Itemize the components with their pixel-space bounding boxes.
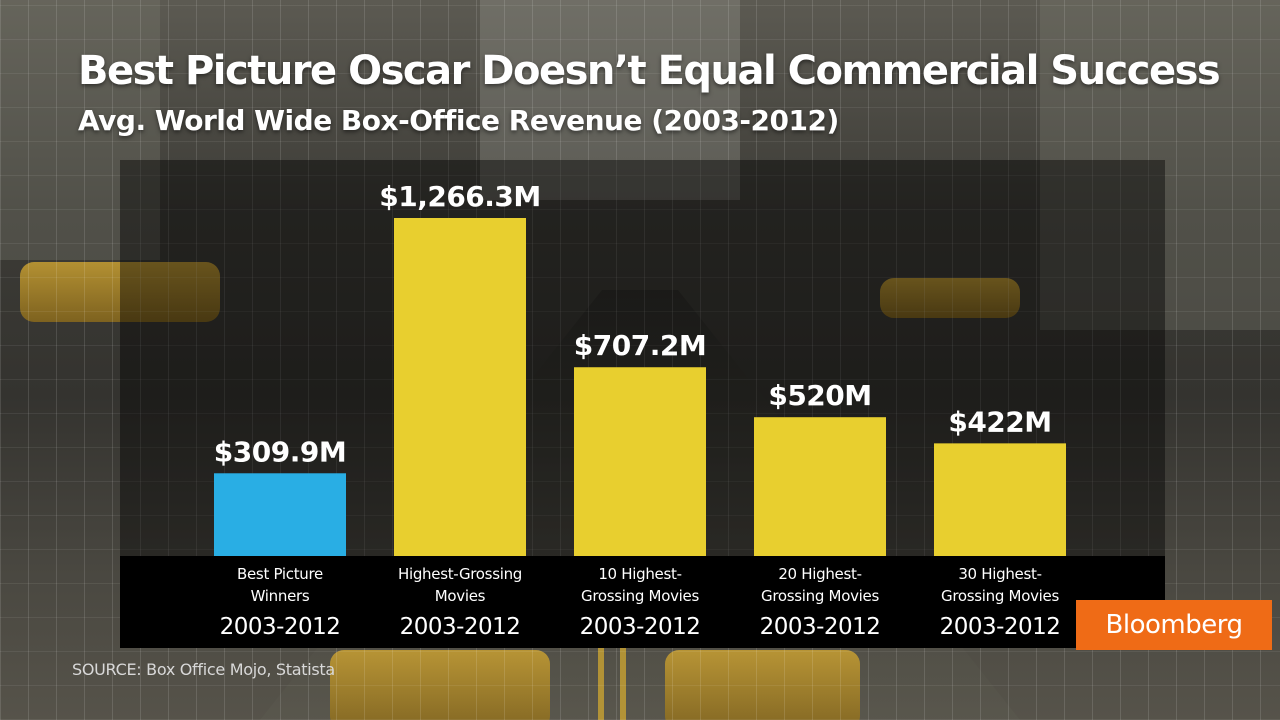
category-period-4: 2003-2012 [760, 614, 881, 640]
category-label-line2-1: Winners [251, 587, 310, 605]
bar-2 [394, 218, 526, 556]
bar-value-label-5: $422M [948, 405, 1051, 438]
category-period-3: 2003-2012 [580, 614, 701, 640]
category-period-5: 2003-2012 [940, 614, 1061, 640]
category-label-line1-2: Highest-Grossing [398, 565, 522, 583]
category-label-line1-5: 30 Highest- [958, 565, 1041, 583]
category-label-line2-4: Grossing Movies [761, 587, 879, 605]
bar-value-label-1: $309.9M [214, 435, 346, 468]
bar-value-label-3: $707.2M [574, 329, 706, 362]
bar-5 [934, 443, 1066, 556]
chart-subtitle: Avg. World Wide Box-Office Revenue (2003… [78, 104, 839, 137]
chart-title: Best Picture Oscar Doesn’t Equal Commerc… [78, 48, 1221, 94]
category-label-line2-3: Grossing Movies [581, 587, 699, 605]
bloomberg-logo: Bloomberg [1076, 600, 1272, 650]
category-label-line2-5: Grossing Movies [941, 587, 1059, 605]
category-label-line1-1: Best Picture [237, 565, 323, 583]
bar-3 [574, 367, 706, 556]
category-period-2: 2003-2012 [400, 614, 521, 640]
bar-value-label-2: $1,266.3M [379, 180, 541, 213]
category-label-band [120, 556, 1165, 648]
bar-4 [754, 417, 886, 556]
bar-1 [214, 473, 346, 556]
category-period-1: 2003-2012 [220, 614, 341, 640]
category-label-line2-2: Movies [435, 587, 486, 605]
bar-value-label-4: $520M [768, 379, 871, 412]
category-label-line1-3: 10 Highest- [598, 565, 681, 583]
category-label-line1-4: 20 Highest- [778, 565, 861, 583]
source-note: SOURCE: Box Office Mojo, Statista [72, 660, 335, 679]
